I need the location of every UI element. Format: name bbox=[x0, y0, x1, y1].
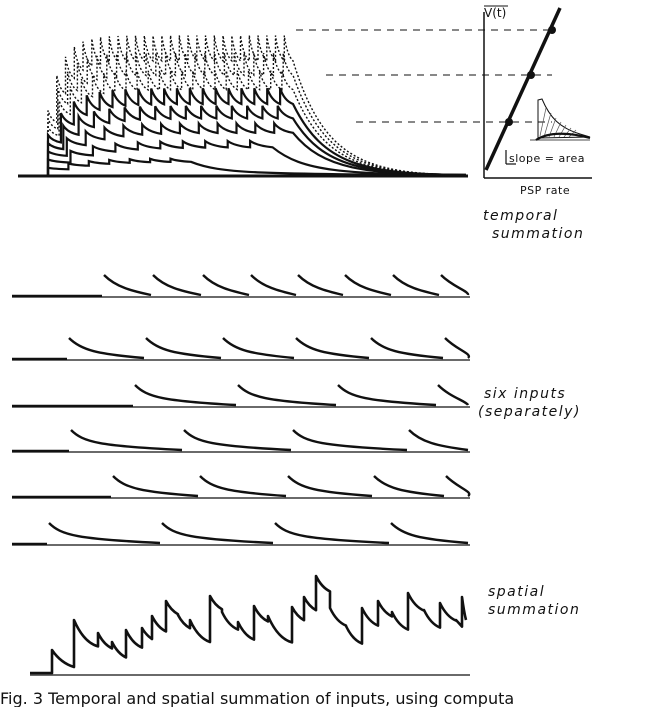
temporal-trace bbox=[46, 87, 467, 177]
psp-shape-inset bbox=[530, 98, 591, 141]
slope-label: slope = area bbox=[509, 152, 585, 165]
psp-trace bbox=[392, 274, 440, 297]
six-inputs-label: six inputs (separately) bbox=[478, 386, 581, 420]
psp-trace bbox=[250, 274, 297, 297]
psp-trace bbox=[274, 522, 390, 545]
temporal-trace bbox=[46, 157, 467, 177]
vt-label: V(t) bbox=[484, 6, 506, 20]
spatial-label-line1: spatial bbox=[488, 584, 545, 600]
figure-caption: Fig. 3 Temporal and spatial summation of… bbox=[0, 689, 514, 707]
psp-trace bbox=[112, 475, 199, 498]
temporal-trace bbox=[47, 52, 467, 176]
temporal-summation-label: temporal summation bbox=[483, 208, 584, 242]
temporal-trace bbox=[47, 35, 467, 176]
spatial-summation-label: spatial summation bbox=[488, 584, 580, 618]
spatial-summation-panel bbox=[30, 574, 470, 676]
psp-trace bbox=[134, 384, 237, 407]
psp-trace bbox=[199, 475, 287, 498]
six-inputs-label-line1: six inputs bbox=[484, 386, 566, 402]
temporal-trace bbox=[46, 138, 467, 177]
vt-vs-psp-rate-graph: V(t) slope = area PSP rate bbox=[483, 5, 592, 197]
psp-trace bbox=[295, 337, 370, 360]
temporal-trace bbox=[47, 70, 467, 176]
psp-trace bbox=[444, 337, 471, 359]
psp-trace bbox=[373, 475, 445, 498]
psp-trace bbox=[408, 429, 469, 452]
temporal-trace bbox=[46, 105, 467, 177]
rate-point-high bbox=[548, 26, 556, 34]
psp-trace bbox=[222, 337, 295, 360]
six-inputs-label-line2: (separately) bbox=[478, 404, 581, 420]
psp-trace bbox=[152, 274, 202, 297]
temporal-trace bbox=[46, 120, 467, 177]
psp-trace bbox=[145, 337, 222, 360]
psp-trace bbox=[370, 337, 444, 360]
spatial-label-line2: summation bbox=[488, 602, 580, 618]
psp-trace bbox=[161, 522, 274, 545]
psp-trace bbox=[68, 337, 145, 360]
psp-rate-label: PSP rate bbox=[520, 184, 570, 197]
psp-trace bbox=[297, 274, 344, 297]
psp-trace bbox=[103, 274, 152, 297]
psp-trace bbox=[390, 522, 469, 545]
psp-trace bbox=[445, 475, 471, 497]
temporal-label-line1: temporal bbox=[483, 208, 558, 224]
rate-point-low bbox=[505, 118, 513, 126]
psp-trace bbox=[202, 274, 250, 297]
psp-trace bbox=[344, 274, 392, 297]
psp-trace bbox=[292, 429, 408, 452]
temporal-summation-panel bbox=[18, 29, 552, 178]
psp-trace bbox=[337, 384, 437, 407]
rate-point-mid bbox=[527, 71, 535, 79]
psp-trace bbox=[70, 429, 183, 452]
psp-trace bbox=[237, 384, 337, 407]
psp-trace bbox=[287, 475, 373, 498]
psp-trace bbox=[48, 522, 161, 545]
psp-trace bbox=[440, 274, 470, 296]
spatial-summation-trace bbox=[30, 574, 468, 675]
six-inputs-panel bbox=[12, 274, 471, 546]
psp-trace bbox=[183, 429, 292, 452]
linear-response-line bbox=[484, 7, 562, 171]
temporal-label-line2: summation bbox=[492, 226, 584, 242]
psp-trace bbox=[437, 384, 470, 406]
